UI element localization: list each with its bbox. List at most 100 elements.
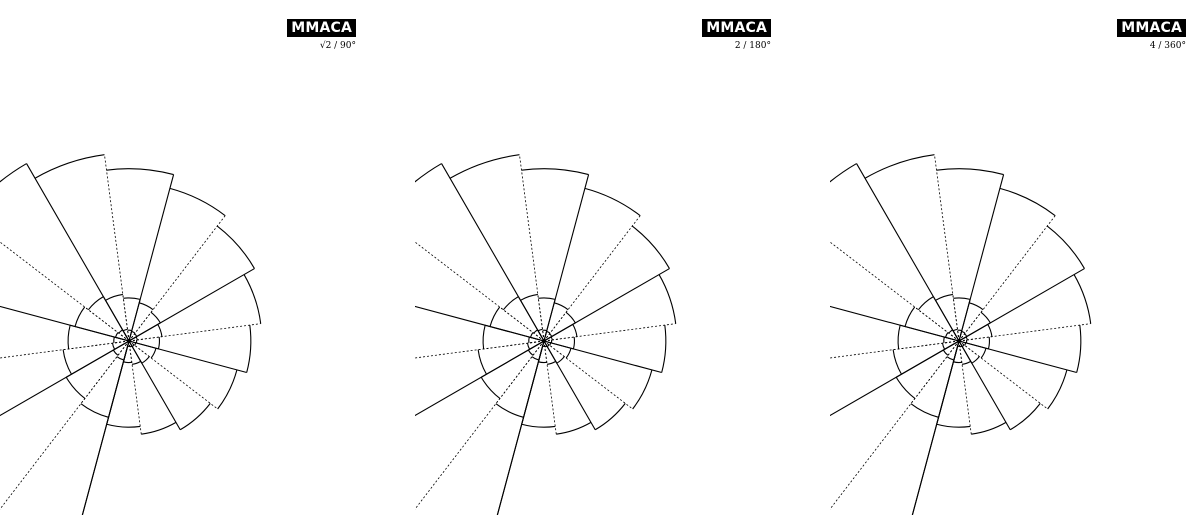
spiral-divider-dotted [952,294,960,342]
spiral-arc [1047,369,1068,410]
spiral-arc [971,356,980,364]
spiral-arc [565,348,572,359]
spiral-arc [897,325,901,350]
spiral-arc [556,356,565,364]
spiral-divider-solid [543,335,553,342]
spiral-divider-solid [0,305,130,342]
spiral-divider-solid [958,330,963,342]
spiral-divider-solid [128,335,138,342]
spiral-divider-dotted [127,329,130,342]
spiral-arc [533,329,538,334]
spiral-arc [122,328,128,332]
spiral-arc [520,293,538,301]
spiral-arc [980,348,987,359]
spiral-divider-dotted [830,340,960,510]
spiral-arc [632,369,653,410]
brand-logo-3: MMACA [1117,19,1186,37]
spiral-divider-solid [128,340,133,347]
spiral-arc [489,306,501,327]
spiral-arc [594,403,626,431]
spiral-arc [1009,403,1041,431]
spiral-divider-solid [543,340,552,344]
spiral-divider-dotted [128,340,218,410]
spiral-arc [480,376,501,399]
spiral-divider-dotted [957,329,960,342]
spiral-arc [1073,274,1092,324]
spiral-arc [942,349,949,356]
spiral-arc [546,360,557,365]
spiral-divider-dotted [910,340,960,404]
spiral-arc [631,225,670,269]
spiral-divider-dotted [104,154,130,342]
spiral-arc [904,306,916,327]
spiral-arc [105,293,123,301]
spiral-arc [895,376,916,399]
spiral-arc [936,168,1004,176]
spiral-arc [123,297,141,300]
spiral-arc [0,163,27,183]
spiral-arc [139,302,154,311]
spiral-arc [864,154,935,179]
spiral-arc [987,336,990,350]
spiral-divider-dotted [80,340,130,404]
spiral-divider-dotted [543,332,551,342]
spiral-arc [987,324,993,337]
spiral-arc [948,329,953,334]
spiral-arc [910,403,939,418]
spiral-arc [495,403,524,418]
spiral-arc [449,154,520,179]
spiral-arc [521,423,556,428]
spiral-arc [658,274,677,324]
spiral-arc [106,423,141,428]
spiral-divider-dotted [543,309,569,342]
spiral-divider-solid [958,335,968,342]
brand-logo-1: MMACA [287,19,356,37]
spiral-panel-3: MMACA 4 / 360° [830,0,1200,515]
spiral-group [415,154,677,515]
spiral-divider-dotted [519,154,545,342]
spiral-arc [953,297,971,300]
spiral-arc [961,330,966,334]
parameter-label-1: √2 / 90° [319,41,356,51]
spiral-opening-edge [911,340,960,515]
spiral-divider-dotted [415,241,545,342]
spiral-arc [113,336,115,344]
spiral-arc [131,330,136,334]
spiral-arc [830,163,857,183]
spiral-divider-dotted [830,241,960,342]
spiral-arc [150,348,157,359]
spiral-divider-dotted [128,323,261,342]
spiral-divider-solid [122,329,130,342]
spiral-arc [971,421,1007,435]
spiral-arc [502,296,519,311]
spiral-arc [546,330,551,334]
spiral-arc [953,361,962,364]
spiral-arc [34,154,105,179]
spiral-divider-dotted [128,332,136,342]
parameter-label-3: 4 / 360° [1149,41,1186,51]
spiral-arc [246,325,252,373]
spiral-divider-dotted [0,340,130,510]
spiral-divider-solid [537,329,545,342]
spiral-divider-dotted [958,340,972,435]
brand-logo-2: MMACA [702,19,771,37]
spiral-arc [1046,225,1085,269]
spiral-group [830,154,1092,515]
spiral-divider-dotted [415,340,545,510]
spiral-divider-dotted [543,215,641,342]
spiral-divider-dotted [543,340,633,410]
spiral-arc [565,311,576,324]
spiral-arc [141,421,177,435]
spiral-divider-dotted [128,309,154,342]
spiral-divider-solid [944,336,960,342]
spiral-divider-solid [528,340,545,351]
spiral-arc [969,302,984,311]
spiral-divider-dotted [958,323,1091,342]
spiral-arc [74,306,86,327]
spiral-arc [952,328,958,332]
spiral-divider-solid [128,340,137,344]
spiral-divider-dotted [527,340,545,344]
spiral-divider-solid [496,340,545,515]
spiral-arc [87,296,104,311]
spiral-divider-dotted [63,340,130,351]
